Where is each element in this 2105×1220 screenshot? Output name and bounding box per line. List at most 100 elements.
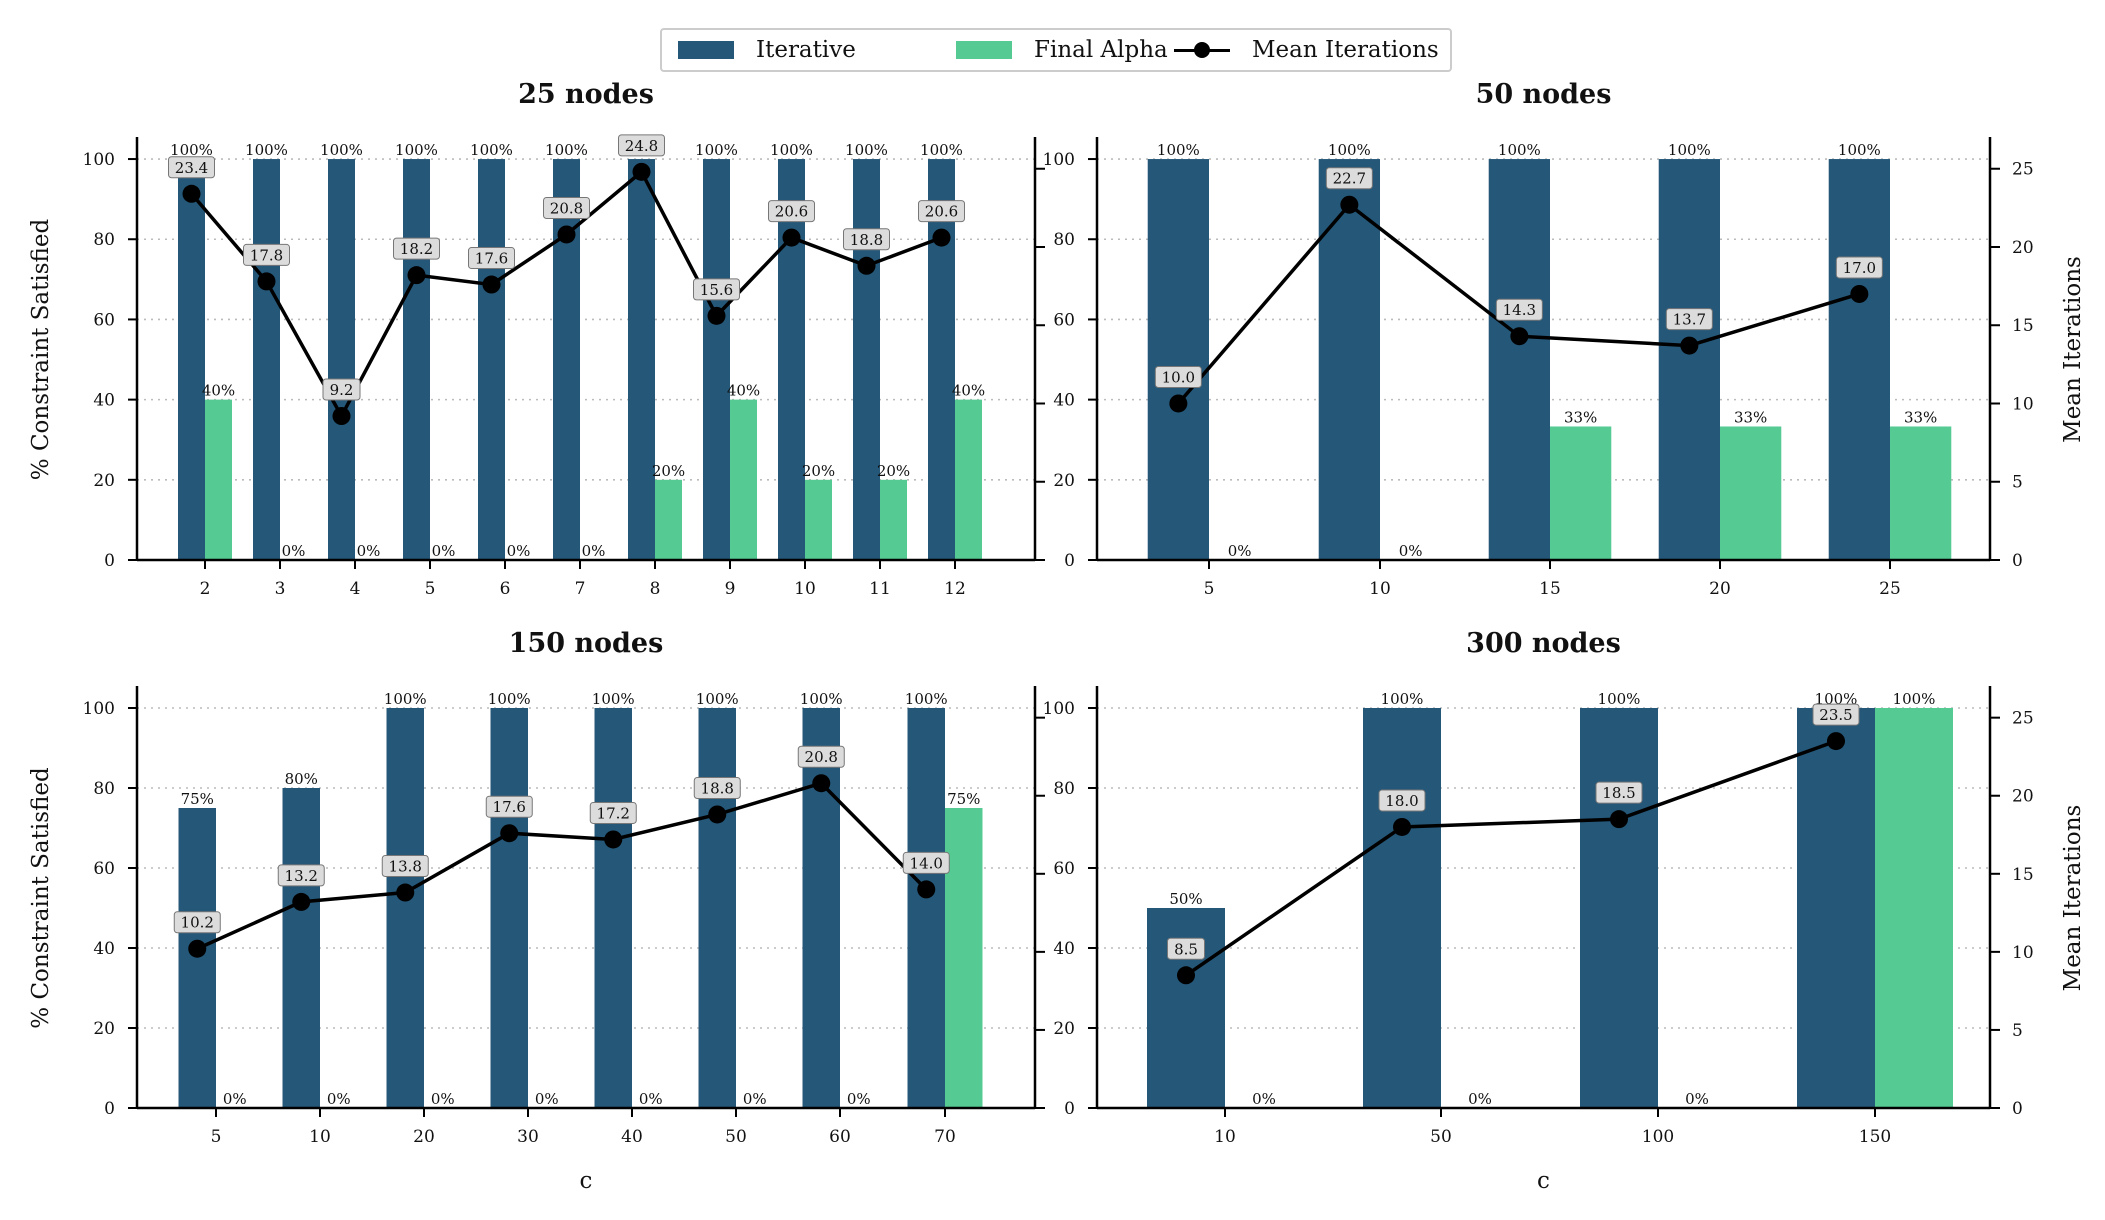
panel-2-bar-final-alpha xyxy=(1890,426,1952,560)
panel-4-y2-tick-label: 25 xyxy=(2012,709,2034,729)
panel-4-y2-tick-label: 0 xyxy=(2012,1099,2023,1119)
panel-1-bar-iterative xyxy=(403,159,430,561)
panel-1-bar-label-final-alpha: 20% xyxy=(802,462,835,480)
panel-3-y-tick-label: 60 xyxy=(93,859,115,879)
panel-1-mean-label-box xyxy=(618,134,665,157)
legend-label-final-alpha: Final Alpha xyxy=(1034,37,1168,63)
panel-3-title: 150 nodes xyxy=(509,628,664,659)
panel-2-mean-iterations-point xyxy=(1340,195,1359,214)
panel-4-y2-tick-label: 5 xyxy=(2012,1021,2023,1041)
panel-3-x-tick-label: 70 xyxy=(934,1127,956,1147)
panel-2-bar-iterative xyxy=(1828,159,1890,561)
panel-2-bar-final-alpha xyxy=(1550,426,1612,560)
panel-4-bar-label-final-alpha: 0% xyxy=(1468,1090,1492,1108)
panel-2-mean-iterations-point xyxy=(1169,394,1188,413)
panel-3-bar-label-iterative: 75% xyxy=(181,790,214,808)
panel-3-x-tick-label: 5 xyxy=(211,1127,222,1147)
panel-4-mean-label-box xyxy=(1167,937,1205,960)
panel-3-x-axis-label: c xyxy=(580,1168,593,1194)
panel-1-mean-label-box xyxy=(168,156,215,179)
panel-3-bar-iterative xyxy=(802,708,840,1108)
panel-1-bar-iterative xyxy=(703,159,730,561)
panel-4-mean-iterations-point xyxy=(1610,810,1628,829)
panel-3-mean-iterations-point xyxy=(604,830,623,849)
panel-2-y2-tick-label: 5 xyxy=(2012,473,2023,493)
panel-4-bar-label-final-alpha: 0% xyxy=(1685,1090,1709,1108)
panel-2-bar-label-iterative: 100% xyxy=(1838,141,1881,159)
panel-2-y2-axis-label: Mean Iterations xyxy=(2060,256,2086,443)
panel-4-bar-label-iterative: 100% xyxy=(1381,690,1424,708)
panel-1-y-axis-label: % Constraint Satisfied xyxy=(28,219,54,481)
panel-1-mean-iterations-point xyxy=(407,266,426,285)
panel-1-x-tick-label: 3 xyxy=(275,579,286,599)
panel-3-bar-label-iterative: 100% xyxy=(384,690,427,708)
panel-1-bar-iterative xyxy=(628,159,655,561)
panel-3-mean-label: 17.6 xyxy=(493,798,526,816)
panel-1-x-tick-label: 6 xyxy=(500,579,511,599)
panel-2-y2-tick-label: 10 xyxy=(2012,394,2034,414)
panel-4-mean-iterations-line xyxy=(1185,739,1837,977)
panel-1-bar-label-final-alpha: 20% xyxy=(652,462,685,480)
panel-3-mean-iterations-point xyxy=(500,824,519,843)
panel-3-bar-label-iterative: 80% xyxy=(285,770,318,788)
panel-4-x-axis-label: c xyxy=(1537,1168,1550,1194)
panel-1-y-tick-label: 20 xyxy=(93,471,115,491)
panel-2-y2-tick-label: 0 xyxy=(2012,551,2023,571)
panel-4-mean-label-box xyxy=(1595,781,1643,804)
panel-1-mean-iterations-point xyxy=(182,184,201,203)
panel-2-bar-iterative xyxy=(1147,159,1209,561)
panel-3-bar-label-final-alpha: 0% xyxy=(327,1090,351,1108)
panel-2-mean-label-box xyxy=(1665,308,1713,331)
panel-3-mean-label: 10.2 xyxy=(181,914,214,932)
panel-4-y2-tick-label: 15 xyxy=(2012,865,2034,885)
legend-swatch-iterative xyxy=(678,41,734,59)
panel-1-x-tick-label: 2 xyxy=(200,579,211,599)
panel-1-mean-iterations-point xyxy=(707,306,726,325)
panel-1-mean-label-box xyxy=(322,378,361,401)
panel-1-mean-label-box xyxy=(393,237,440,260)
panel-1-bar-final-alpha xyxy=(805,479,832,560)
panel-4-y2-tick-label: 20 xyxy=(2012,787,2034,807)
panel-4-bar-iterative xyxy=(1797,708,1875,1108)
panel-1-bar-final-alpha xyxy=(655,479,682,560)
legend-label-iterative: Iterative xyxy=(756,37,856,63)
panel-1-x-tick-label: 10 xyxy=(794,579,816,599)
panel-1-title: 25 nodes xyxy=(518,79,654,110)
panel-4-title: 300 nodes xyxy=(1466,628,1621,659)
panel-4-y-tick-label: 20 xyxy=(1053,1019,1075,1039)
panel-1-mean-iterations-point xyxy=(632,162,651,181)
panel-2-mean-label: 22.7 xyxy=(1333,170,1366,188)
panel-3-mean-label-box xyxy=(173,911,221,934)
panel-2-bar-label-final-alpha: 33% xyxy=(1564,408,1597,426)
panel-3-mean-label-box xyxy=(693,776,741,799)
panel-3-bar-label-final-alpha: 0% xyxy=(535,1090,559,1108)
panel-2-x-tick-label: 20 xyxy=(1709,579,1731,599)
panel-4-x-tick-label: 10 xyxy=(1214,1127,1236,1147)
panel-3-x-tick-label: 40 xyxy=(621,1127,643,1147)
panel-1-y-tick-label: 40 xyxy=(93,391,115,411)
panel-2-bar-label-final-alpha: 33% xyxy=(1904,408,1937,426)
legend-item-iterative: Iterative xyxy=(678,30,856,70)
panel-1-bar-label-final-alpha: 0% xyxy=(357,542,381,560)
panel-1-mean-label: 18.2 xyxy=(400,240,433,258)
panel-1-mean-iterations-point xyxy=(332,407,351,426)
panel-3-bar-iterative xyxy=(490,708,528,1108)
panel-3-x-tick-label: 20 xyxy=(413,1127,435,1147)
panel-4-y2-tick-label: 10 xyxy=(2012,943,2034,963)
panel-4-y-tick-label: 60 xyxy=(1053,859,1075,879)
panel-1-x-tick-label: 8 xyxy=(650,579,661,599)
panel-3-bar-iterative xyxy=(907,708,945,1108)
panel-1-x-tick-label: 11 xyxy=(869,579,891,599)
panel-3-x-tick-label: 30 xyxy=(517,1127,539,1147)
legend: Iterative Final Alpha Mean Iterations xyxy=(660,28,1452,72)
panel-1-mean-label: 23.4 xyxy=(175,159,208,177)
panel-2-x-tick-label: 25 xyxy=(1879,579,1901,599)
panel-1-y-tick-label: 100 xyxy=(83,150,115,170)
panel-1-bar-label-iterative: 100% xyxy=(920,141,963,159)
panel-3-mean-label-box xyxy=(277,864,325,887)
panel-3-bar-label-iterative: 100% xyxy=(696,690,739,708)
panel-1-bar-iterative xyxy=(853,159,880,561)
panel-3-mean-iterations-point xyxy=(812,774,831,793)
panel-1-y-tick-label: 80 xyxy=(93,230,115,250)
